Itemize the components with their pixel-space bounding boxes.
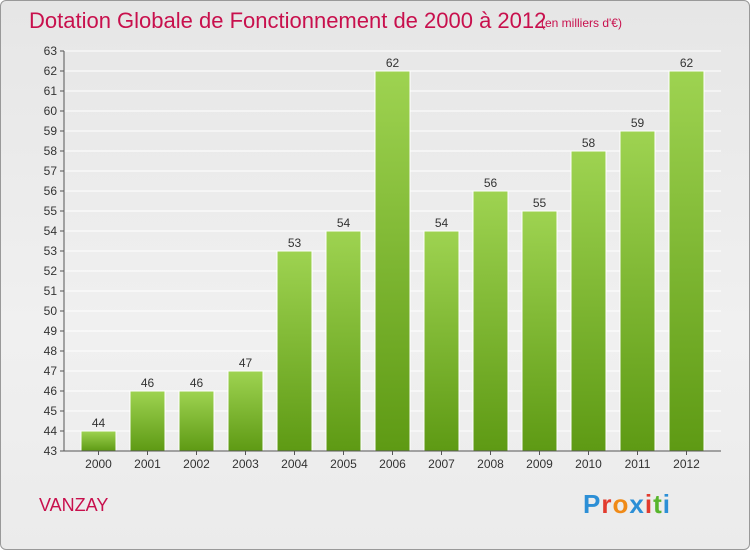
bar <box>423 230 460 452</box>
y-tick-label: 59 <box>44 124 58 138</box>
y-tick-label: 48 <box>44 344 58 358</box>
x-tick-label: 2008 <box>477 457 504 471</box>
y-tick-label: 54 <box>44 224 58 238</box>
x-axis: 2000 2001 2002 2003 2004 2005 2006 2007 2008 2009… <box>64 450 721 471</box>
chart-subtitle: (en milliers d'€) <box>541 16 622 30</box>
y-tick-label: 52 <box>44 264 58 278</box>
y-tick-label: 45 <box>44 404 58 418</box>
x-tick-label: 2004 <box>281 457 308 471</box>
logo-letter: t <box>653 489 663 519</box>
data-label: 46 <box>190 376 204 390</box>
logo-letter: i <box>662 489 671 519</box>
chart-title: Dotation Globale de Fonctionnement de 20… <box>29 8 547 33</box>
data-label: 54 <box>435 216 449 230</box>
data-label: 46 <box>141 376 155 390</box>
y-tick-label: 57 <box>44 164 58 178</box>
bar <box>276 250 313 452</box>
bar <box>178 390 215 452</box>
y-tick-label: 43 <box>44 444 58 458</box>
x-tick-label: 2006 <box>379 457 406 471</box>
y-tick-label: 56 <box>44 184 58 198</box>
data-label: 54 <box>337 216 351 230</box>
data-label: 56 <box>484 176 498 190</box>
data-label: 55 <box>533 196 547 210</box>
bar-chart: 43 44 45 46 47 48 49 50 51 52 53 54 55 56 57 58 59 60 61 62… <box>44 44 721 471</box>
data-label: 58 <box>582 136 596 150</box>
bar <box>325 230 362 452</box>
bar <box>521 210 558 452</box>
x-tick-label: 2002 <box>183 457 210 471</box>
bar <box>472 190 509 452</box>
y-axis: 43 44 45 46 47 48 49 50 51 52 53 54 55 56 57 58 59 60 61 62… <box>44 44 65 458</box>
x-tick-label: 2007 <box>428 457 455 471</box>
y-tick-label: 47 <box>44 364 58 378</box>
logo-letter: o <box>612 489 630 519</box>
x-tick-label: 2001 <box>134 457 161 471</box>
proxiti-logo[interactable]: Proxiti <box>583 489 671 520</box>
y-tick-label: 58 <box>44 144 58 158</box>
y-tick-label: 61 <box>44 84 58 98</box>
y-tick-label: 63 <box>44 44 58 58</box>
logo-letter: r <box>601 489 613 519</box>
logo-letter: i <box>644 489 654 519</box>
x-tick-label: 2009 <box>526 457 553 471</box>
logo-letter: x <box>629 489 645 519</box>
y-tick-label: 50 <box>44 304 58 318</box>
y-tick-label: 62 <box>44 64 58 78</box>
data-label: 44 <box>92 416 106 430</box>
y-tick-label: 55 <box>44 204 58 218</box>
x-tick-label: 2005 <box>330 457 357 471</box>
data-label: 59 <box>631 116 645 130</box>
y-tick-label: 46 <box>44 384 58 398</box>
data-label: 62 <box>680 56 694 70</box>
x-tick-label: 2010 <box>575 457 602 471</box>
bar <box>227 370 264 452</box>
logo-letter: P <box>583 489 602 519</box>
bars <box>80 70 705 452</box>
data-labels: 44 46 46 47 53 54 62 54 56 55 58 59 62 <box>92 56 694 430</box>
data-label: 47 <box>239 356 253 370</box>
y-tick-label: 51 <box>44 284 58 298</box>
bar <box>619 130 656 452</box>
bar <box>129 390 166 452</box>
data-label: 53 <box>288 236 302 250</box>
data-label: 62 <box>386 56 400 70</box>
bar <box>668 70 705 452</box>
y-tick-label: 49 <box>44 324 58 338</box>
x-tick-label: 2000 <box>85 457 112 471</box>
y-tick-label: 44 <box>44 424 58 438</box>
commune-name: VANZAY <box>39 495 109 515</box>
bar <box>80 430 117 452</box>
y-tick-label: 60 <box>44 104 58 118</box>
y-tick-label: 53 <box>44 244 58 258</box>
x-tick-label: 2011 <box>625 457 651 471</box>
bar <box>570 150 607 452</box>
bar <box>374 70 411 452</box>
x-tick-label: 2012 <box>673 457 700 471</box>
x-tick-label: 2003 <box>232 457 259 471</box>
